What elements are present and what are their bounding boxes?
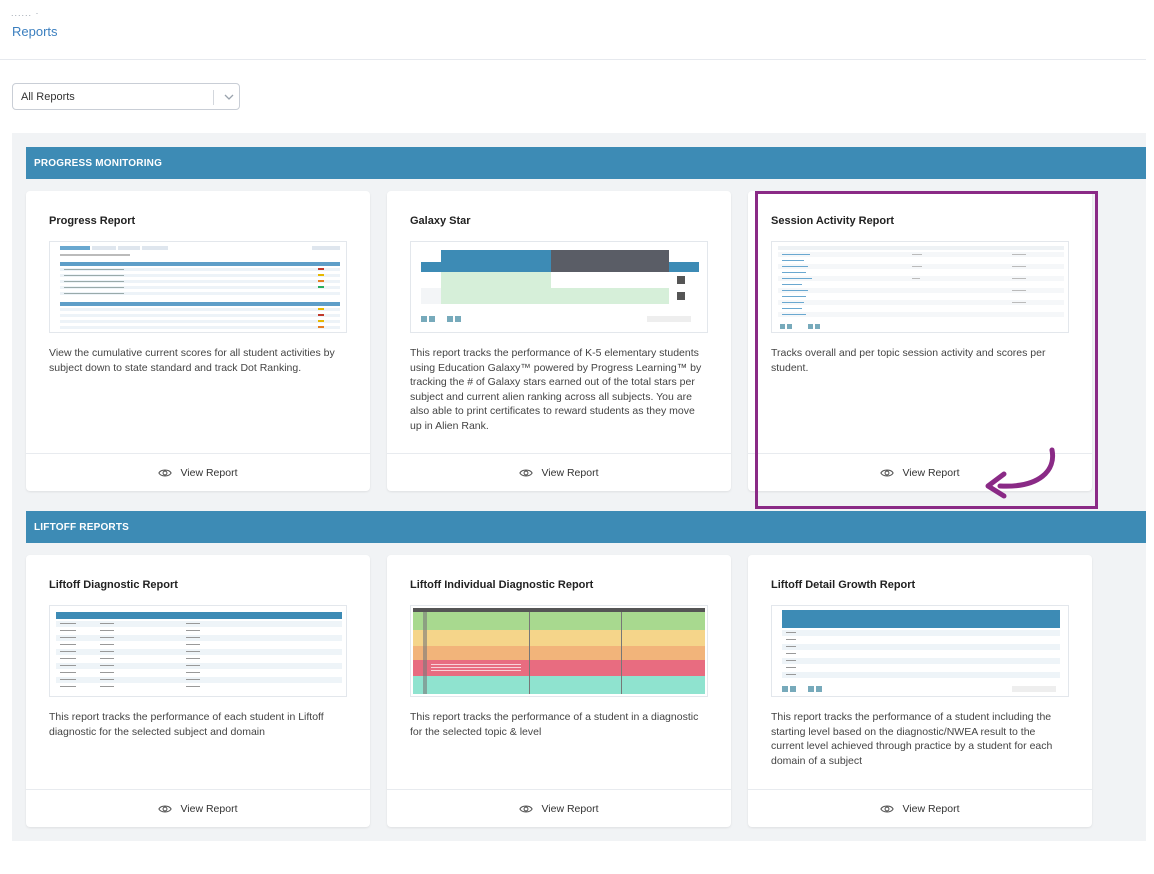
view-report-label: View Report — [541, 466, 599, 479]
report-preview-image — [771, 605, 1069, 697]
section-title: LIFTOFF REPORTS — [34, 522, 130, 533]
report-card-session-activity: Session Activity Report Tracks overall a… — [748, 191, 1092, 491]
select-divider — [213, 90, 214, 105]
report-card-liftoff-diagnostic: Liftoff Diagnostic Report This report tr… — [26, 555, 370, 827]
view-report-label: View Report — [902, 802, 960, 815]
report-card-progress: Progress Report — [26, 191, 370, 491]
report-preview-image — [49, 605, 347, 697]
report-preview-image — [410, 241, 708, 333]
card-description: This report tracks the performance of K-… — [410, 347, 702, 432]
view-report-label: View Report — [902, 466, 960, 479]
card-title: Progress Report — [49, 215, 136, 227]
eye-icon — [519, 469, 534, 476]
card-description: This report tracks the performance of ea… — [49, 711, 324, 738]
eye-icon — [158, 805, 173, 812]
view-report-label: View Report — [180, 802, 238, 815]
view-report-button[interactable]: View Report — [26, 453, 370, 491]
section-liftoff-reports: LIFTOFF REPORTS — [26, 511, 1146, 543]
view-report-label: View Report — [180, 466, 238, 479]
chevron-down-icon[interactable] — [221, 89, 237, 105]
view-report-button[interactable]: View Report — [26, 789, 370, 827]
eye-icon — [880, 469, 895, 476]
report-preview-image — [49, 241, 347, 333]
card-title: Session Activity Report — [771, 215, 895, 227]
section-progress-monitoring: PROGRESS MONITORING — [26, 147, 1146, 179]
card-description: Tracks overall and per topic session act… — [771, 347, 1046, 374]
report-preview-image — [410, 605, 708, 697]
view-report-button[interactable]: View Report — [387, 789, 731, 827]
report-filter-select[interactable]: All Reports — [12, 83, 240, 110]
card-description: This report tracks the performance of a … — [771, 711, 1053, 767]
eye-icon — [158, 469, 173, 476]
view-report-label: View Report — [541, 802, 599, 815]
view-report-button[interactable]: View Report — [748, 789, 1092, 827]
card-title: Liftoff Diagnostic Report — [49, 579, 178, 591]
eye-icon — [519, 805, 534, 812]
report-card-liftoff-detail-growth: Liftoff Detail Growth Report This report… — [748, 555, 1092, 827]
card-title: Liftoff Individual Diagnostic Report — [410, 579, 594, 591]
card-description: This report tracks the performance of a … — [410, 711, 699, 738]
card-title: Galaxy Star — [410, 215, 471, 227]
view-report-button[interactable]: View Report — [387, 453, 731, 491]
reports-content: PROGRESS MONITORING Progress Report — [12, 133, 1146, 841]
card-description: View the cumulative current scores for a… — [49, 347, 335, 374]
report-card-liftoff-individual-diagnostic: Liftoff Individual Diagnostic Report Thi… — [387, 555, 731, 827]
report-preview-image — [771, 241, 1069, 333]
breadcrumb: ...... · — [11, 8, 40, 18]
report-card-galaxy-star: Galaxy Star This report tracks the perfo… — [387, 191, 731, 491]
page-title: Reports — [12, 24, 58, 39]
report-filter-value: All Reports — [21, 91, 75, 103]
card-title: Liftoff Detail Growth Report — [771, 579, 916, 591]
top-bar: ...... · Reports — [0, 0, 1146, 60]
view-report-button[interactable]: View Report — [748, 453, 1092, 491]
eye-icon — [880, 805, 895, 812]
section-title: PROGRESS MONITORING — [34, 158, 163, 169]
